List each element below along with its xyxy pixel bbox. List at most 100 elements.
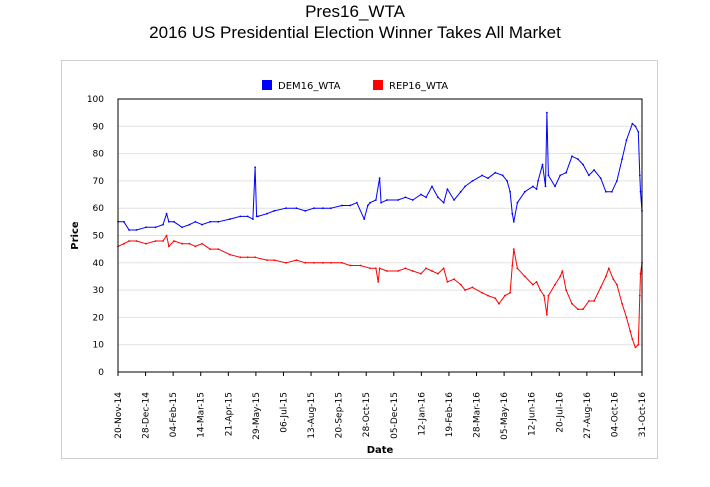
- data-point-rep16-wta: [631, 338, 634, 341]
- data-point-rep16-wta: [377, 281, 380, 283]
- data-point-rep16-wta: [446, 281, 449, 283]
- data-point-dem16-wta: [593, 169, 595, 171]
- data-point-dem16-wta: [481, 174, 483, 177]
- y-axis-title: Price: [70, 221, 81, 250]
- data-point-rep16-wta: [437, 272, 439, 275]
- data-point-rep16-wta: [322, 261, 324, 264]
- data-point-rep16-wta: [411, 270, 414, 272]
- x-tick-label: 28-Oct-15: [362, 392, 372, 437]
- line-chart: DEM16_WTA REP16_WTA 0 10 20 30 40 50 60 70 80 90 10…: [70, 80, 648, 456]
- data-point-dem16-wta: [154, 226, 157, 229]
- data-point-rep16-wta: [431, 270, 433, 272]
- data-point-dem16-wta: [162, 223, 164, 226]
- x-tick-label: 28-Dec-14: [142, 392, 152, 439]
- data-point-dem16-wta: [349, 204, 352, 207]
- data-point-dem16-wta: [437, 196, 439, 199]
- data-point-dem16-wta: [168, 220, 170, 223]
- data-point-rep16-wta: [504, 294, 506, 297]
- x-tick-label: 06-Jul-15: [279, 392, 289, 433]
- x-tick-label: 20-Nov-14: [114, 392, 124, 439]
- data-point-dem16-wta: [588, 174, 590, 177]
- data-point-dem16-wta: [330, 207, 332, 210]
- data-point-rep16-wta: [571, 302, 573, 305]
- data-point-dem16-wta: [201, 223, 203, 226]
- data-point-rep16-wta: [397, 270, 399, 272]
- data-point-rep16-wta: [404, 267, 407, 270]
- x-tick-label: 12-Jan-16: [417, 392, 427, 436]
- data-point-dem16-wta: [554, 185, 556, 188]
- data-point-dem16-wta: [404, 196, 407, 199]
- data-point-dem16-wta: [431, 185, 433, 188]
- data-point-rep16-wta: [442, 267, 445, 270]
- data-point-rep16-wta: [239, 256, 242, 259]
- data-point-rep16-wta: [341, 261, 343, 264]
- data-point-dem16-wta: [257, 215, 259, 218]
- data-point-rep16-wta: [194, 245, 197, 248]
- data-point-dem16-wta: [181, 226, 183, 229]
- y-tick-label: 50: [93, 232, 105, 242]
- x-tick-label: 28-Mar-16: [473, 392, 483, 438]
- data-point-dem16-wta: [446, 188, 449, 190]
- data-point-dem16-wta: [506, 180, 508, 182]
- data-point-rep16-wta: [523, 275, 526, 278]
- data-point-rep16-wta: [188, 242, 191, 245]
- data-point-rep16-wta: [547, 294, 550, 297]
- data-point-rep16-wta: [554, 283, 556, 286]
- data-point-rep16-wta: [229, 253, 231, 256]
- data-point-dem16-wta: [459, 190, 462, 193]
- x-tick-label: 19-Feb-16: [445, 392, 455, 438]
- data-point-dem16-wta: [239, 215, 242, 218]
- data-point-dem16-wta: [295, 207, 298, 210]
- data-point-dem16-wta: [464, 185, 466, 188]
- x-tick-label: 04-Feb-15: [169, 392, 179, 437]
- legend: DEM16_WTA REP16_WTA: [262, 80, 448, 92]
- data-point-rep16-wta: [535, 281, 538, 283]
- data-point-dem16-wta: [304, 210, 307, 212]
- data-point-dem16-wta: [532, 185, 534, 188]
- data-point-rep16-wta: [582, 308, 584, 311]
- chart-subtitle: 2016 US Presidential Election Winner Tak…: [149, 23, 561, 42]
- data-point-rep16-wta: [369, 267, 371, 270]
- legend-swatch-rep16-wta: [373, 80, 383, 90]
- data-point-rep16-wta: [123, 242, 125, 245]
- data-point-dem16-wta: [577, 158, 579, 160]
- data-point-dem16-wta: [123, 220, 125, 223]
- x-tick-label: 20-Jul-16: [555, 392, 565, 433]
- data-point-dem16-wta: [363, 218, 366, 221]
- data-point-dem16-wta: [616, 180, 618, 182]
- x-tick-label: 14-Mar-15: [197, 392, 207, 438]
- data-point-rep16-wta: [168, 245, 170, 248]
- data-point-rep16-wta: [273, 259, 276, 261]
- data-point-dem16-wta: [487, 177, 489, 180]
- data-point-rep16-wta: [511, 264, 514, 267]
- y-tick-label: 100: [87, 95, 104, 105]
- data-point-dem16-wta: [621, 158, 623, 160]
- data-point-dem16-wta: [599, 177, 602, 180]
- data-point-dem16-wta: [355, 201, 358, 204]
- data-point-rep16-wta: [378, 267, 381, 270]
- data-point-dem16-wta: [366, 204, 369, 207]
- data-point-dem16-wta: [194, 220, 197, 223]
- data-point-dem16-wta: [509, 190, 511, 193]
- data-point-dem16-wta: [128, 229, 130, 231]
- data-point-rep16-wta: [637, 343, 640, 346]
- data-point-dem16-wta: [571, 155, 573, 158]
- data-point-rep16-wta: [509, 291, 511, 294]
- data-point-rep16-wta: [532, 283, 534, 286]
- x-tick-label: 04-Oct-16: [610, 392, 620, 437]
- data-point-dem16-wta: [547, 174, 550, 177]
- data-point-rep16-wta: [561, 270, 564, 272]
- data-point-rep16-wta: [638, 294, 641, 297]
- data-point-rep16-wta: [349, 264, 352, 267]
- data-point-dem16-wta: [605, 190, 607, 193]
- legend-swatch-dem16-wta: [262, 80, 272, 90]
- data-point-dem16-wta: [369, 201, 371, 204]
- data-point-dem16-wta: [634, 125, 637, 128]
- data-point-dem16-wta: [559, 174, 562, 177]
- x-tick-label: 20-Sep-15: [335, 392, 345, 438]
- data-point-dem16-wta: [537, 180, 539, 182]
- data-point-rep16-wta: [135, 240, 138, 242]
- y-tick-label: 0: [98, 368, 104, 378]
- data-point-dem16-wta: [546, 111, 548, 114]
- data-point-rep16-wta: [459, 283, 462, 286]
